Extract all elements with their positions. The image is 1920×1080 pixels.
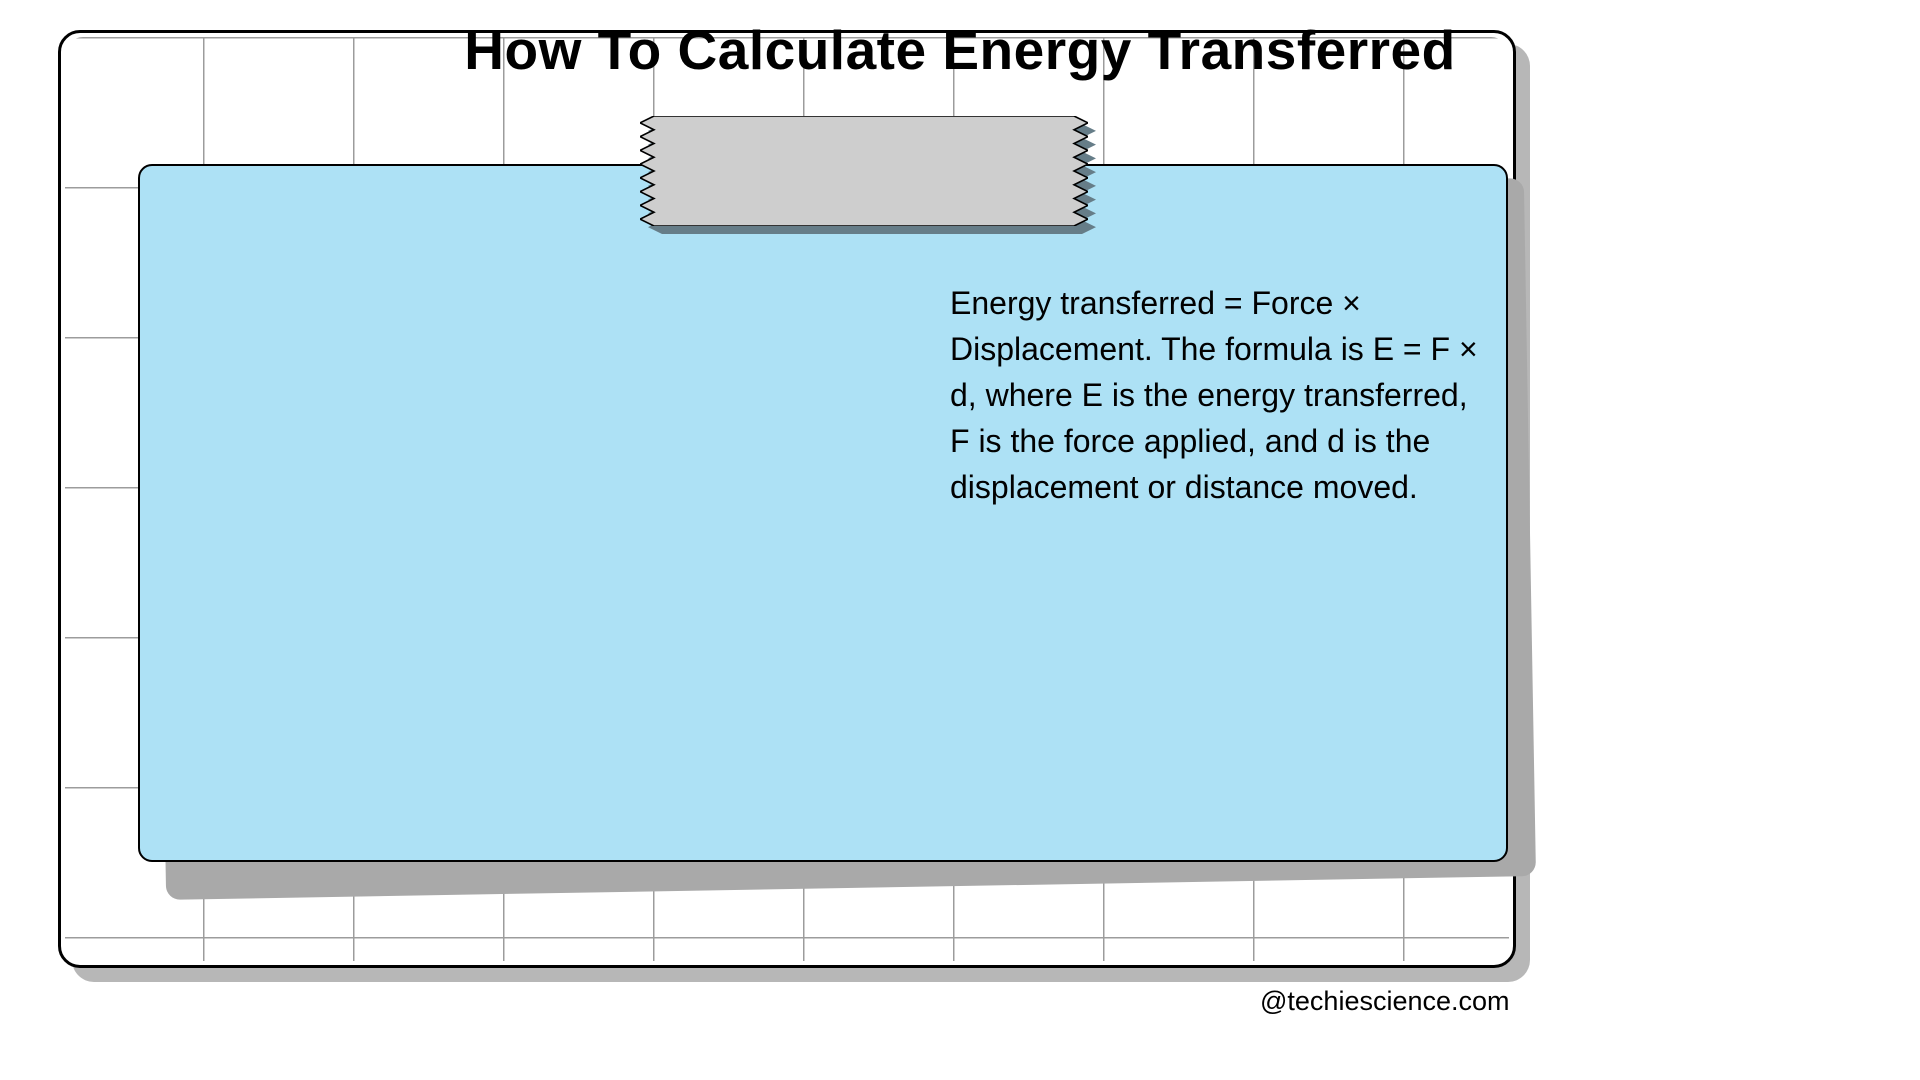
- infographic-stage: How To Calculate Energy Transferred Ener…: [0, 0, 1920, 1080]
- formula-paragraph: Energy transferred = Force × Displacemen…: [950, 280, 1490, 510]
- page-title: How To Calculate Energy Transferred: [0, 18, 1920, 82]
- attribution-text: @techiescience.com: [1260, 986, 1510, 1017]
- tape: [640, 116, 1100, 238]
- note-card: [138, 164, 1508, 862]
- tape-shape: [640, 116, 1088, 226]
